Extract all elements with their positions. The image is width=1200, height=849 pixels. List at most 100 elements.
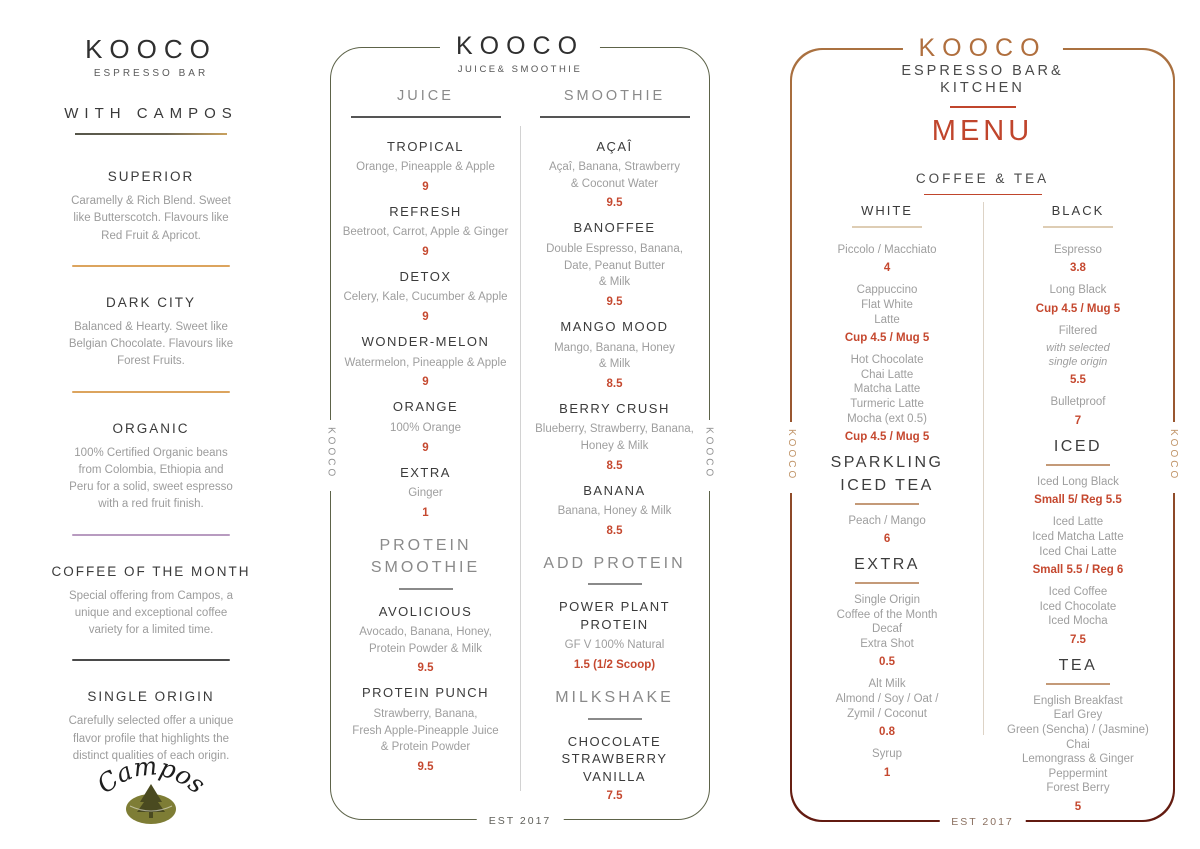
group-items: Peach / Mango bbox=[848, 514, 926, 527]
menu-group: Syrup 1 bbox=[802, 747, 973, 779]
menu-group: Long Black Cup 4.5 / Mug 5 bbox=[993, 283, 1164, 315]
item-name: POWER PLANT PROTEIN bbox=[558, 599, 671, 632]
menu-group: Cappuccino Flat White Latte Cup 4.5 / Mu… bbox=[802, 283, 973, 344]
item-name: PROTEIN PUNCH bbox=[361, 685, 490, 701]
menu-group: Iced Latte Iced Matcha Latte Iced Chai L… bbox=[993, 515, 1164, 576]
menu-item: CHOCOLATE STRAWBERRY VANILLA 7.5 bbox=[528, 733, 701, 803]
menu-title: MENU bbox=[931, 114, 1034, 147]
smoothie-column: SMOOTHIE AÇAÎ Açaî, Banana, Strawberry &… bbox=[520, 88, 709, 819]
item-price: 8.5 bbox=[606, 524, 623, 537]
kitchen-panel-logo: KOOCO bbox=[902, 34, 1063, 63]
subsection-rule bbox=[855, 503, 920, 505]
blend-section-single-origin: SINGLE ORIGIN Carefully selected offer a… bbox=[46, 689, 256, 765]
item-price: 9.5 bbox=[417, 662, 434, 675]
item-price: 8.5 bbox=[606, 377, 623, 390]
group-price: 6 bbox=[883, 533, 891, 546]
menu-item: REFRESH Beetroot, Carrot, Apple & Ginger… bbox=[339, 203, 512, 258]
item-name: BANOFFEE bbox=[573, 220, 656, 236]
blend-description: Special offering from Campos, a unique a… bbox=[68, 589, 234, 637]
campos-logo-graphic: Campos bbox=[92, 751, 211, 824]
group-price: 4 bbox=[883, 262, 891, 275]
group-price: 5 bbox=[1074, 800, 1082, 813]
kitchen-panel-header: ESPRESSO BAR& KITCHEN MENU COFFEE & TEA bbox=[792, 50, 1174, 195]
item-name: DETOX bbox=[399, 268, 452, 284]
blend-section-superior: SUPERIOR Caramelly & Rich Blend. Sweet l… bbox=[46, 169, 256, 245]
blend-title: COFFEE OF THE MONTH bbox=[51, 563, 251, 579]
blend-title: SINGLE ORIGIN bbox=[87, 689, 215, 705]
subsection-rule bbox=[1045, 683, 1110, 685]
group-items: English Breakfast Earl Grey Green (Sench… bbox=[1007, 694, 1149, 795]
menu-group: Hot Chocolate Chai Latte Matcha Latte Tu… bbox=[802, 353, 973, 443]
menu-item: EXTRA Ginger 1 bbox=[339, 464, 512, 519]
tea-header: TEA bbox=[1058, 656, 1098, 674]
item-name: REFRESH bbox=[389, 203, 462, 219]
vertical-kooco-label: KOOCO bbox=[1162, 421, 1185, 493]
menu-item: BANANA Banana, Honey & Milk 8.5 bbox=[528, 482, 701, 537]
milkshake-section: MILKSHAKE CHOCOLATE STRAWBERRY VANILLA 7… bbox=[528, 687, 701, 802]
kooco-wordmark: KOOCO bbox=[455, 32, 585, 60]
group-price: Cup 4.5 / Mug 5 bbox=[844, 431, 930, 444]
item-desc: Orange, Pineapple & Apple bbox=[356, 161, 495, 174]
protein-smoothie-header: PROTEIN SMOOTHIE bbox=[370, 536, 481, 577]
menu-group: Single Origin Coffee of the Month Decaf … bbox=[802, 593, 973, 668]
item-desc: Blueberry, Strawberry, Banana, Honey & M… bbox=[535, 423, 694, 453]
white-black-columns: WHITE Piccolo / Macchiato 4 Cappuccino F… bbox=[792, 195, 1174, 822]
group-price: 0.5 bbox=[879, 656, 896, 669]
juice-smoothie-panel: KOOCO JUICE& SMOOTHIE KOOCO KOOCO JUICE … bbox=[320, 32, 720, 827]
menu-group: Espresso 3.8 bbox=[993, 243, 1164, 275]
group-items: Syrup bbox=[872, 748, 903, 761]
est-2017-label: EST 2017 bbox=[476, 815, 564, 827]
item-price: 9 bbox=[422, 311, 429, 324]
group-items: Bulletproof bbox=[1050, 396, 1106, 409]
smoothie-header: SMOOTHIE bbox=[563, 88, 666, 104]
item-desc: Celery, Kale, Cucumber & Apple bbox=[343, 291, 508, 304]
header-rule bbox=[1042, 225, 1113, 228]
group-price: Cup 4.5 / Mug 5 bbox=[844, 332, 930, 345]
espresso-bar-kitchen-line2: KITCHEN bbox=[940, 79, 1025, 96]
item-name: MANGO MOOD bbox=[560, 318, 669, 334]
subsection-rule bbox=[587, 717, 642, 720]
item-desc: Double Espresso, Banana, Date, Peanut Bu… bbox=[546, 242, 683, 289]
black-header: BLACK bbox=[1051, 202, 1105, 218]
column-divider bbox=[520, 126, 521, 791]
black-coffee-column: BLACK Espresso 3.8 Long Black Cup 4.5 / … bbox=[983, 203, 1174, 822]
kooco-logo-subtitle: ESPRESSO BAR bbox=[93, 68, 209, 79]
menu-group: Peach / Mango 6 bbox=[802, 514, 973, 546]
group-price: 3.8 bbox=[1069, 262, 1086, 275]
item-price: 9.5 bbox=[606, 197, 623, 210]
add-protein-section: ADD PROTEIN POWER PLANT PROTEIN GF V 100… bbox=[528, 553, 701, 671]
menu-item: ORANGE 100% Orange 9 bbox=[339, 398, 512, 453]
blend-section-coffee-of-the-month: COFFEE OF THE MONTH Special offering fro… bbox=[46, 564, 256, 640]
coffee-and-tea-heading: COFFEE & TEA bbox=[915, 170, 1050, 186]
item-price: 9 bbox=[422, 441, 429, 454]
tea-section: TEA English Breakfast Earl Grey Green (S… bbox=[993, 655, 1164, 813]
group-price: 7.5 bbox=[1069, 633, 1086, 646]
kooco-wordmark: KOOCO bbox=[85, 34, 217, 64]
item-desc: Beetroot, Carrot, Apple & Ginger bbox=[342, 226, 509, 239]
item-desc: Banana, Honey & Milk bbox=[557, 505, 672, 518]
menu-item: MANGO MOOD Mango, Banana, Honey & Milk 8… bbox=[528, 318, 701, 390]
campos-emblem bbox=[126, 784, 176, 824]
add-protein-header: ADD PROTEIN bbox=[543, 554, 686, 572]
espresso-bar-kitchen-line1: ESPRESSO BAR& bbox=[901, 62, 1064, 79]
est-2017-label: EST 2017 bbox=[939, 816, 1026, 829]
group-price: Small 5/ Reg 5.5 bbox=[1034, 494, 1122, 507]
juice-smoothie-columns: JUICE TROPICAL Orange, Pineapple & Apple… bbox=[331, 48, 709, 819]
menu-item: BANOFFEE Double Espresso, Banana, Date, … bbox=[528, 219, 701, 308]
group-price: 1 bbox=[883, 766, 891, 779]
white-coffee-column: WHITE Piccolo / Macchiato 4 Cappuccino F… bbox=[792, 203, 983, 822]
group-note: with selected single origin bbox=[1046, 341, 1110, 368]
column-divider bbox=[982, 201, 984, 735]
menu-group: English Breakfast Earl Grey Green (Sench… bbox=[993, 694, 1164, 813]
item-price: 9 bbox=[422, 180, 429, 193]
section-divider bbox=[72, 659, 230, 662]
item-name: ORANGE bbox=[392, 399, 459, 415]
subsection-rule bbox=[587, 583, 642, 586]
with-campos-heading: WITH CAMPOS bbox=[64, 105, 238, 122]
group-items: Iced Coffee Iced Chocolate Iced Mocha bbox=[1039, 586, 1117, 628]
juice-header: JUICE bbox=[397, 88, 454, 104]
juice-panel-subtitle: JUICE& SMOOTHIE bbox=[457, 63, 583, 75]
coffee-and-tea-rule bbox=[923, 193, 1042, 195]
juice-panel-logo: KOOCO JUICE& SMOOTHIE bbox=[439, 32, 601, 75]
blend-section-organic: ORGANIC 100% Certified Organic beans fro… bbox=[46, 421, 256, 514]
